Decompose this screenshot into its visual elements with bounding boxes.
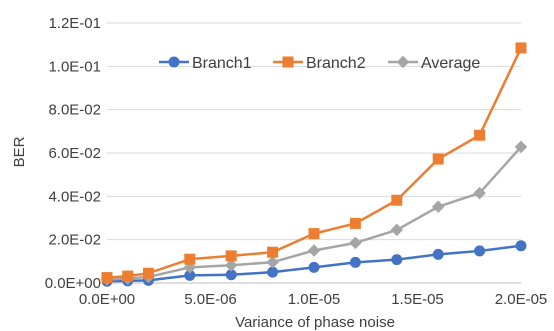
data-point	[473, 186, 486, 200]
legend-marker	[282, 56, 294, 68]
data-point	[474, 245, 486, 257]
data-point	[122, 270, 134, 282]
data-point	[391, 254, 403, 266]
data-point	[101, 272, 113, 284]
y-axis-title: BER	[11, 136, 28, 167]
legend-item-branch1: Branch1	[159, 55, 252, 72]
data-point	[432, 248, 444, 260]
data-point	[308, 228, 320, 240]
legend-label: Average	[421, 55, 480, 72]
data-point	[142, 267, 154, 279]
data-point	[224, 258, 238, 272]
data-point	[225, 269, 237, 281]
axes: 0.0E+00 2.0E-02 4.0E-02 6.0E-02 8.0E-02 1.0E-…	[45, 15, 548, 308]
data-point	[391, 194, 403, 206]
legend-item-average: Average	[388, 55, 480, 72]
data-point	[308, 261, 320, 273]
y-tick-label: 0.0E+00	[45, 275, 101, 292]
legend-marker	[168, 56, 180, 68]
x-tick-label: 5.0E-06	[184, 291, 237, 308]
x-axis-title: Variance of phase noise	[235, 314, 395, 331]
data-point	[431, 200, 445, 213]
data-point	[474, 129, 486, 141]
data-point	[349, 236, 362, 250]
data-point	[515, 240, 527, 252]
y-tick-label: 1.0E-01	[48, 58, 101, 75]
x-tick-label: 2.0E-05	[495, 291, 548, 308]
data-point	[390, 223, 404, 237]
data-point	[267, 266, 279, 278]
data-point	[432, 153, 444, 165]
data-point	[225, 250, 237, 262]
y-tick-label: 2.0E-02	[48, 232, 101, 249]
data-point	[184, 253, 196, 265]
legend: Branch1 Branch2 Average	[159, 55, 480, 72]
legend-marker	[396, 55, 410, 69]
y-tick-label: 8.0E-02	[48, 102, 101, 119]
legend-label: Branch2	[306, 55, 366, 72]
x-tick-label: 0.0E+00	[79, 291, 135, 308]
y-tick-label: 1.2E-01	[48, 15, 101, 32]
data-point	[349, 217, 361, 229]
series-line	[106, 146, 522, 281]
data-point	[267, 246, 279, 258]
data-point	[307, 244, 321, 257]
y-tick-label: 4.0E-02	[48, 188, 101, 205]
x-tick-label: 1.0E-05	[288, 291, 341, 308]
legend-item-branch2: Branch2	[273, 55, 366, 72]
series-branch2	[101, 42, 527, 284]
series	[100, 42, 528, 287]
data-point	[515, 42, 527, 54]
data-point	[184, 269, 196, 281]
series-line	[106, 47, 523, 279]
legend-label: Branch1	[192, 55, 252, 72]
y-tick-label: 6.0E-02	[48, 145, 101, 162]
x-tick-label: 1.5E-05	[391, 291, 444, 308]
data-point	[266, 255, 279, 269]
data-point	[514, 140, 528, 154]
data-point	[349, 256, 361, 268]
